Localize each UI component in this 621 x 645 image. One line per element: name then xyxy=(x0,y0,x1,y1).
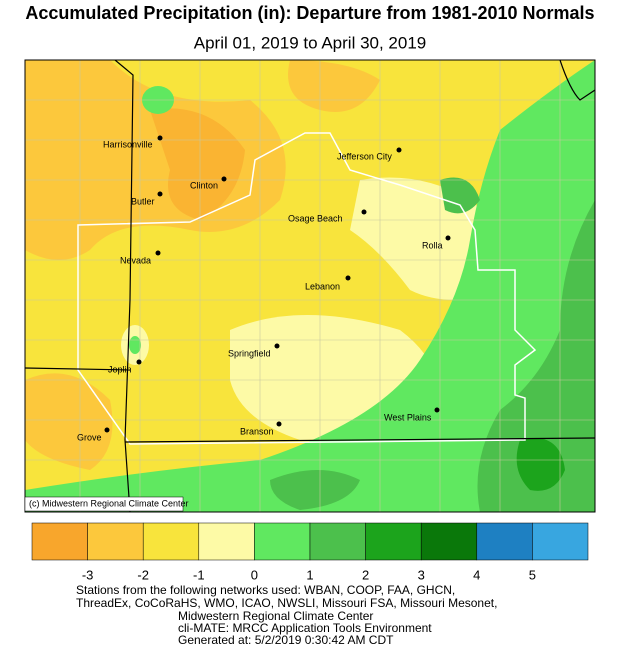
legend-tick-label: -1 xyxy=(193,567,205,582)
legend-tick-label: 0 xyxy=(251,567,258,582)
legend-tick-label: 4 xyxy=(473,567,480,582)
legend-swatch xyxy=(198,522,255,561)
footer-line: Generated at: 5/2/2019 0:30:42 AM CDT xyxy=(178,633,394,645)
station-dot xyxy=(136,359,142,365)
station-dot xyxy=(221,176,227,182)
station-dot xyxy=(276,421,282,427)
legend-swatch xyxy=(254,522,311,561)
credit-box xyxy=(24,496,184,512)
legend-tick-label: 3 xyxy=(418,567,425,582)
station-dot xyxy=(445,235,451,241)
station-dot xyxy=(345,275,351,281)
legend-tick-label: -2 xyxy=(137,567,149,582)
legend-tick-label: 5 xyxy=(529,567,536,582)
station-label: Harrisonville xyxy=(103,139,153,149)
station-label: Springfield xyxy=(228,348,271,358)
legend-swatch xyxy=(532,522,589,561)
legend-swatch xyxy=(31,522,88,561)
legend-swatch xyxy=(420,522,478,561)
station-label: Grove xyxy=(77,432,102,442)
station-dot xyxy=(155,250,161,256)
station-label: Branson xyxy=(240,426,274,436)
station-label: Butler xyxy=(131,196,155,206)
station-dot xyxy=(104,427,110,433)
legend-swatch xyxy=(87,522,144,561)
legend-tick-label: -3 xyxy=(82,567,94,582)
station-dot xyxy=(396,147,402,153)
footer-line: ThreadEx, CoCoRaHS, WMO, ICAO, NWSLI, Mi… xyxy=(76,596,497,610)
station-label: Jefferson City xyxy=(337,151,392,161)
credit: (c) Midwestern Regional Climate Center xyxy=(29,498,189,508)
legend-swatch xyxy=(142,522,200,561)
station-label: West Plains xyxy=(384,412,432,422)
footer-line: cli-MATE: MRCC Application Tools Environ… xyxy=(178,621,432,635)
title: Accumulated Precipitation (in): Departur… xyxy=(25,3,594,23)
legend-swatch xyxy=(309,522,366,561)
station-label: Rolla xyxy=(422,240,443,250)
station-dot xyxy=(157,191,163,197)
station-label: Osage Beach xyxy=(288,213,343,223)
map-frame xyxy=(24,59,596,513)
station-dot xyxy=(274,343,280,349)
footer-line: Midwestern Regional Climate Center xyxy=(178,609,373,623)
station-dot xyxy=(157,135,163,141)
station-dot xyxy=(434,407,440,413)
legend-tick-label: 2 xyxy=(362,567,369,582)
station-label: Nevada xyxy=(120,255,151,265)
legend-tick-label: 1 xyxy=(306,567,313,582)
legend-swatch xyxy=(476,522,533,561)
station-label: Joplin xyxy=(108,364,132,374)
station-dot xyxy=(361,209,367,215)
station-label: Lebanon xyxy=(305,281,340,291)
footer-line: Stations from the following networks use… xyxy=(76,583,455,597)
station-label: Clinton xyxy=(190,180,218,190)
legend-swatch xyxy=(365,522,422,561)
subtitle: April 01, 2019 to April 30, 2019 xyxy=(194,33,427,52)
precip-field xyxy=(25,60,595,512)
